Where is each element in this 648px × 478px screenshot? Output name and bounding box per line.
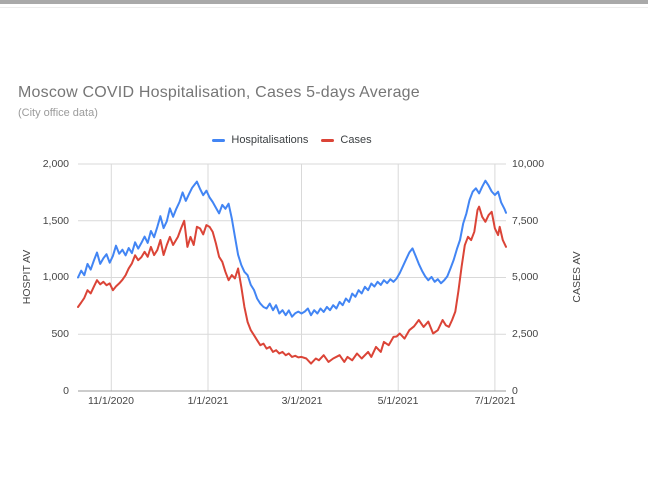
right-axis-title: CASES AV	[571, 251, 583, 303]
x-axis-tick-label: 11/1/2020	[88, 395, 134, 407]
x-axis-tick-label: 3/1/2021	[281, 395, 323, 407]
cases-series-swatch	[321, 138, 335, 142]
right-axis-tick-label: 5,000	[512, 271, 539, 283]
left-axis-title: HOSPIT AV	[21, 249, 33, 305]
left-axis-tick-label: 1,500	[42, 215, 69, 227]
left-axis-tick-label: 2,000	[42, 158, 69, 170]
window-top-hairline	[0, 7, 648, 8]
x-axis-tick-label: 5/1/2021	[377, 395, 419, 407]
left-axis-tick-label: 500	[51, 328, 69, 340]
x-axis-tick-label: 7/1/2021	[474, 395, 516, 407]
left-axis-tick-label: 1,000	[42, 271, 69, 283]
hospitalisations-series-swatch	[212, 138, 226, 142]
legend-item-cases: Cases	[321, 134, 372, 146]
legend-item-hospitalisations: Hospitalisations	[212, 134, 308, 146]
right-axis-tick-label: 0	[512, 385, 518, 397]
gridlines-layer	[78, 163, 506, 392]
chart-title: Moscow COVID Hospitalisation, Cases 5-da…	[18, 84, 420, 101]
cases-line	[77, 205, 507, 365]
series-layer	[77, 179, 507, 365]
right-axis-tick-label: 7,500	[512, 215, 539, 227]
right-axis-tick-label: 10,000	[512, 158, 545, 170]
hospitalisations-line	[77, 179, 507, 318]
legend-label: Hospitalisations	[231, 134, 309, 146]
legend-label: Cases	[340, 134, 372, 146]
x-axis-tick-label: 1/1/2021	[187, 395, 229, 407]
window-top-bar	[0, 0, 648, 4]
left-axis-tick-label: 0	[63, 385, 69, 397]
legend: Hospitalisations Cases	[78, 133, 506, 147]
chart-subtitle: (City office data)	[18, 107, 98, 119]
right-axis-tick-label: 2,500	[512, 328, 539, 340]
